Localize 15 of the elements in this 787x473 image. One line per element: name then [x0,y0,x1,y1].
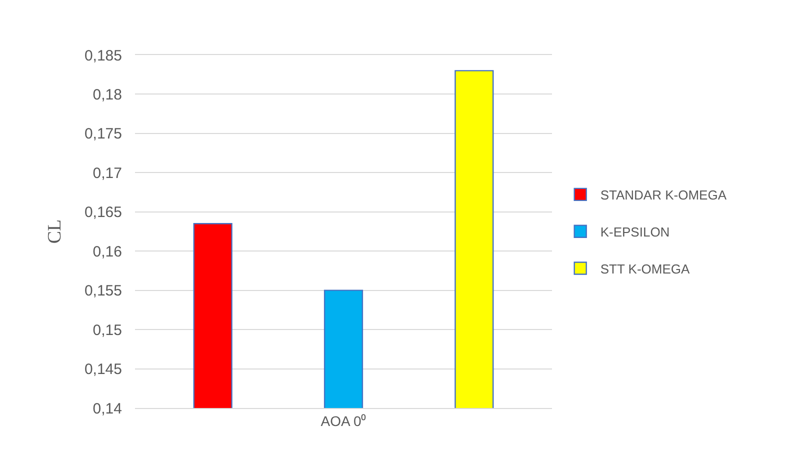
x-tick-label: AOA 0⁰ [320,412,366,429]
legend-label: K-EPSILON [600,224,670,240]
y-tick-label: 0,15 [92,322,122,339]
y-tick-label: 0,165 [84,204,122,222]
y-tick-label: 0,175 [84,126,122,143]
legend-label: STT K-OMEGA [600,261,690,276]
y-tick-label: 0,155 [84,282,122,300]
y-tick-label: 0,185 [84,47,122,64]
y-tick-label: 0,145 [84,361,122,378]
y-tick-label: 0,18 [92,86,122,104]
y-tick-label: 0,16 [92,243,122,260]
legend-label: STANDAR K-OMEGA [600,188,727,203]
y-tick-label: 0,14 [92,400,122,418]
y-axis-title: CL [44,219,66,244]
y-tick-label: 0,17 [92,164,122,182]
